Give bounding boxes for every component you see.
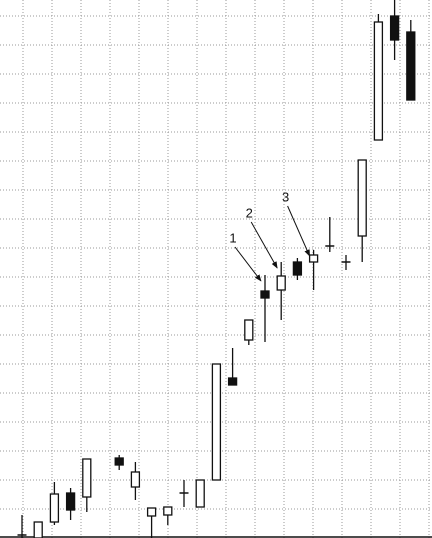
body <box>211 363 222 481</box>
body <box>227 377 238 386</box>
body <box>357 159 367 237</box>
body <box>130 471 141 488</box>
body <box>65 492 76 511</box>
annotation-label: 3 <box>282 189 289 204</box>
annotation-arrow <box>287 205 311 257</box>
body <box>82 458 92 498</box>
body <box>244 319 254 341</box>
body <box>260 290 270 299</box>
body <box>292 261 303 276</box>
body <box>49 493 60 523</box>
body <box>276 275 286 291</box>
body <box>163 506 173 516</box>
body <box>373 21 384 141</box>
annotation-label: 2 <box>246 205 253 220</box>
body <box>146 507 157 517</box>
annotation-arrow <box>250 221 278 269</box>
body <box>195 479 205 508</box>
body <box>33 521 43 538</box>
annotation-label: 1 <box>229 230 236 245</box>
body <box>114 457 124 466</box>
body <box>308 254 319 263</box>
body <box>406 31 416 101</box>
annotation-arrow <box>234 246 262 282</box>
body <box>389 15 400 41</box>
